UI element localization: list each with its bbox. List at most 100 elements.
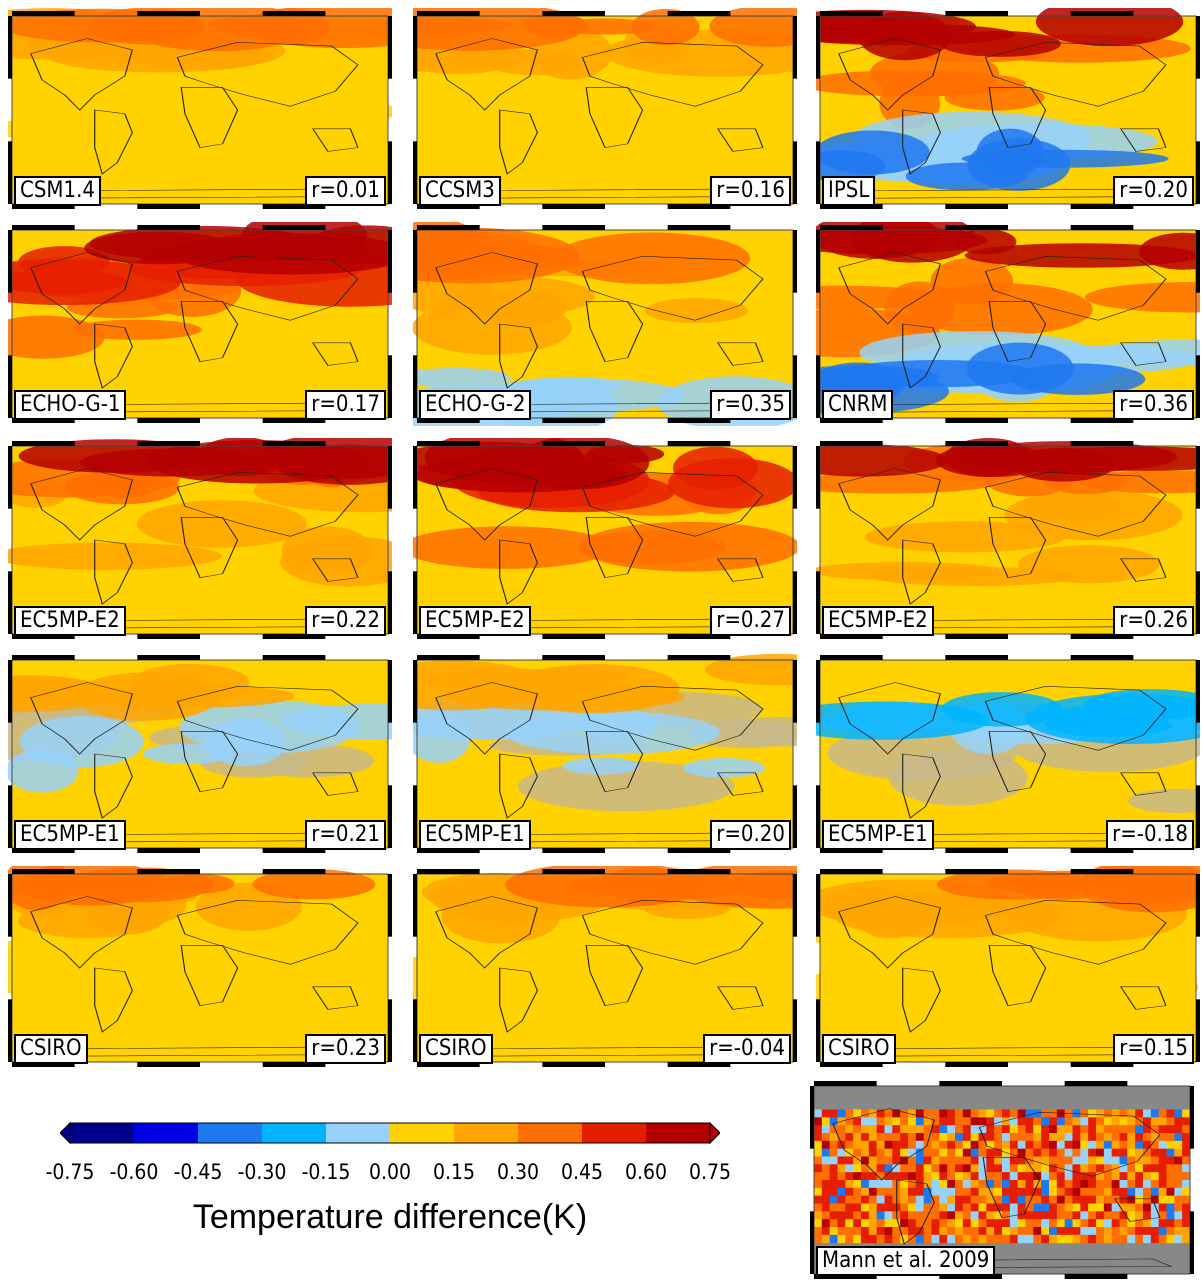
proxy-grid-cell [1064, 1203, 1073, 1212]
anomaly-region [1128, 788, 1200, 813]
proxy-grid-cell [1127, 1203, 1136, 1212]
proxy-grid-cell [1182, 1125, 1191, 1134]
proxy-grid-cell [845, 1117, 854, 1126]
frame-tick-top [12, 655, 75, 660]
proxy-grid-cell [1072, 1164, 1081, 1173]
colorbar-swatch [70, 1123, 134, 1143]
coastline [176, 42, 359, 107]
proxy-grid-cell [1143, 1187, 1152, 1197]
proxy-grid-cell [1041, 1234, 1050, 1244]
proxy-grid-cell [908, 1180, 917, 1189]
proxy-grid-cell [1025, 1148, 1034, 1157]
frame-tick-right [1196, 141, 1200, 204]
proxy-grid-cell [978, 1180, 987, 1189]
coastline [902, 753, 941, 819]
proxy-grid-cell [955, 1156, 964, 1165]
proxy-grid-cell [900, 1234, 909, 1244]
proxy-grid-cell [915, 1164, 925, 1173]
coastline [984, 256, 1167, 321]
frame-tick-bottom [542, 634, 605, 639]
proxy-grid-cell [1002, 1125, 1011, 1134]
proxy-grid-cell [915, 1234, 925, 1244]
proxy-grid-cell [884, 1211, 893, 1220]
proxy-grid-cell [1049, 1133, 1058, 1142]
proxy-grid-cell [1017, 1172, 1026, 1181]
temperature-difference-map [8, 438, 392, 639]
temperature-difference-map [8, 655, 392, 853]
proxy-grid-cell [1096, 1234, 1105, 1244]
proxy-grid-cell [1033, 1195, 1042, 1204]
proxy-grid-cell [947, 1195, 956, 1204]
coastline [94, 109, 133, 175]
frame-tick-right [793, 141, 797, 204]
proxy-grid-cell [1096, 1125, 1105, 1134]
anomaly-region [18, 903, 158, 938]
proxy-grid-cell [1009, 1125, 1019, 1134]
proxy-grid-cell [814, 1211, 823, 1220]
proxy-grid-cell [821, 1164, 831, 1173]
proxy-grid-cell [1150, 1164, 1160, 1173]
proxy-grid-cell [1182, 1140, 1191, 1150]
proxy-grid-cell [814, 1133, 823, 1142]
frame-tick-bottom [137, 204, 200, 209]
proxy-grid-cell [955, 1180, 964, 1189]
proxy-grid-cell [1096, 1156, 1105, 1165]
coastline [585, 87, 644, 148]
proxy-grid-cell [908, 1133, 917, 1142]
proxy-grid-cell [1056, 1203, 1066, 1212]
proxy-grid-cell [908, 1211, 917, 1220]
proxy-grid-cell [861, 1211, 870, 1220]
proxy-grid-cell [1049, 1227, 1058, 1236]
proxy-grid-cell [1088, 1219, 1097, 1228]
anomaly-region [668, 866, 797, 909]
proxy-grid-cell [1135, 1211, 1144, 1220]
frame-tick-right [388, 16, 392, 79]
proxy-grid-cell [861, 1109, 870, 1118]
proxy-grid-cell [1049, 1172, 1058, 1181]
proxy-grid-cell [1009, 1164, 1019, 1173]
frame-tick-top [945, 869, 1008, 874]
proxy-grid-cell [1072, 1172, 1081, 1181]
coastline [988, 517, 1047, 578]
frame-tick-top [262, 869, 326, 874]
proxy-grid-cell [1056, 1117, 1066, 1126]
proxy-grid-cell [1056, 1140, 1066, 1150]
proxy-grid-cell [1009, 1203, 1019, 1212]
coastline [180, 731, 239, 792]
frame-tick-top [12, 869, 75, 874]
proxy-grid-cell [861, 1156, 870, 1165]
coastline [499, 753, 538, 819]
proxy-grid-cell [1002, 1180, 1011, 1189]
proxy-grid-cell [1103, 1219, 1113, 1228]
correlation-value: r=0.36 [1113, 390, 1194, 420]
anomaly-region [509, 664, 680, 714]
proxy-grid-cell [868, 1172, 878, 1181]
frame-tick-right [1190, 1211, 1194, 1274]
proxy-grid-cell [876, 1133, 885, 1142]
proxy-grid-cell [892, 1133, 901, 1142]
proxy-grid-cell [1150, 1234, 1160, 1244]
proxy-grid-cell [1088, 1211, 1097, 1220]
coastline [180, 87, 239, 148]
proxy-grid-cell [900, 1227, 909, 1236]
proxy-grid-cell [1182, 1211, 1191, 1220]
proxy-grid-cell [845, 1219, 854, 1228]
proxy-grid-cell [1119, 1195, 1128, 1204]
proxy-grid-cell [1025, 1187, 1034, 1197]
proxy-grid-cell [1174, 1227, 1183, 1236]
proxy-grid-cell [1127, 1133, 1136, 1142]
proxy-grid-cell [845, 1172, 854, 1181]
frame-tick-bottom [945, 1062, 1008, 1067]
proxy-grid-cell [1002, 1133, 1011, 1142]
proxy-grid-cell [962, 1180, 972, 1189]
proxy-grid-cell [947, 1117, 956, 1126]
coastline [585, 301, 644, 362]
coastline [176, 472, 359, 537]
proxy-grid-cell [814, 1172, 823, 1181]
proxy-grid-cell [915, 1117, 925, 1126]
colorbar-swatch [198, 1123, 262, 1143]
coastline [988, 301, 1047, 362]
proxy-grid-cell [821, 1234, 831, 1244]
proxy-grid-cell [1049, 1125, 1058, 1134]
frame-tick-top [1070, 441, 1134, 446]
